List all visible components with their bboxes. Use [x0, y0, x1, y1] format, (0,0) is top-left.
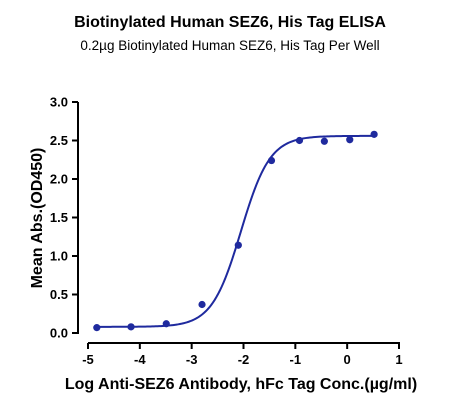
data-point: [162, 320, 170, 328]
data-point: [127, 323, 135, 331]
x-tick-label: -1: [290, 352, 302, 367]
fit-curve: [96, 134, 375, 328]
data-point: [370, 130, 378, 138]
x-tick-label: -3: [186, 352, 198, 367]
x-ticks: -5 -4 -3 -2 -1 0 1: [82, 343, 403, 367]
y-tick-label: 1.5: [50, 210, 68, 225]
data-point: [93, 324, 101, 332]
y-tick-label: 2.0: [50, 172, 68, 187]
data-point: [346, 136, 354, 144]
data-point: [295, 136, 304, 145]
data-point: [198, 300, 206, 309]
data-point: [234, 241, 242, 249]
data-points: [93, 130, 378, 332]
x-tick-label: -4: [134, 352, 146, 367]
y-tick-label: 0.0: [50, 326, 68, 341]
y-ticks: 0.0 0.5 1.0 1.5 2.0 2.5 3.0: [50, 95, 78, 341]
x-tick-label: -5: [82, 352, 94, 367]
chart-subtitle: 0.2µg Biotinylated Human SEZ6, His Tag P…: [80, 38, 379, 53]
y-tick-label: 1.0: [50, 249, 68, 264]
x-tick-label: -2: [238, 352, 250, 367]
y-tick-label: 0.5: [50, 287, 68, 302]
x-tick-label: 0: [344, 352, 351, 367]
data-point: [320, 137, 328, 145]
data-point: [267, 156, 276, 165]
y-tick-label: 3.0: [50, 95, 68, 110]
x-tick-label: 1: [395, 352, 402, 367]
x-axis-label: Log Anti-SEZ6 Antibody, hFc Tag Conc.(µg…: [65, 376, 417, 393]
y-axis-label: Mean Abs.(OD450): [29, 148, 46, 289]
y-tick-label: 2.5: [50, 133, 68, 148]
chart-title: Biotinylated Human SEZ6, His Tag ELISA: [74, 14, 386, 31]
